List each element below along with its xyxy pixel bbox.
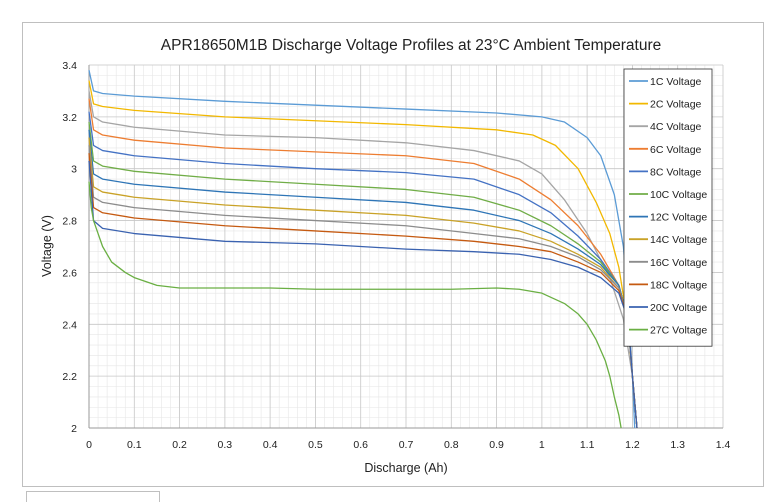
- y-tick-label: 3.2: [62, 112, 77, 124]
- x-axis-label: Discharge (Ah): [364, 461, 447, 475]
- legend-entry: 1C Voltage: [650, 76, 702, 88]
- y-tick-label: 3: [71, 164, 77, 176]
- y-axis-label: Voltage (V): [40, 215, 54, 277]
- series-line: [88, 80, 638, 429]
- x-tick-label: 0.1: [127, 439, 142, 451]
- y-tick-label: 2.6: [62, 267, 77, 279]
- x-tick-label: 1.1: [580, 439, 595, 451]
- legend-entry: 12C Voltage: [650, 212, 707, 224]
- grid-lines: [88, 64, 724, 429]
- series-lines: [88, 70, 638, 429]
- legend: 1C Voltage 2C Voltage 4C Voltage 6C Voltage…: [623, 68, 713, 347]
- x-tick-label: 1.4: [716, 439, 731, 451]
- y-tick-label: 3.4: [62, 60, 77, 72]
- y-tick-label: 2.4: [62, 319, 77, 331]
- x-tick-label: 1.2: [625, 439, 640, 451]
- legend-entry: 20C Voltage: [650, 302, 707, 314]
- legend-entry: 16C Voltage: [650, 257, 707, 269]
- x-tick-label: 1.3: [670, 439, 685, 451]
- x-tick-label: 0.3: [218, 439, 233, 451]
- y-tick-label: 2.2: [62, 371, 77, 383]
- chart-title: APR18650M1B Discharge Voltage Profiles a…: [161, 37, 661, 54]
- y-tick-label: 2: [71, 423, 77, 435]
- x-tick-label: 0.4: [263, 439, 278, 451]
- legend-entry: 27C Voltage: [650, 325, 707, 337]
- legend-entry: 2C Voltage: [650, 99, 702, 111]
- x-tick-label: 0.6: [353, 439, 368, 451]
- x-tick-label: 0: [86, 439, 92, 451]
- series-line: [88, 111, 638, 429]
- frame-edge-stub: [26, 491, 160, 502]
- y-tick-labels: 2 2.2 2.4 2.6 2.8 3 3.2 3.4: [62, 60, 77, 435]
- x-tick-label: 0.8: [444, 439, 459, 451]
- x-tick-label: 0.7: [399, 439, 414, 451]
- series-line: [88, 90, 638, 429]
- legend-entry: 8C Voltage: [650, 166, 702, 178]
- y-tick-label: 2.8: [62, 216, 77, 228]
- series-line: [88, 160, 638, 429]
- legend-entry: 10C Voltage: [650, 189, 707, 201]
- series-line: [88, 121, 638, 429]
- x-tick-label: 0.9: [489, 439, 504, 451]
- legend-entry: 6C Voltage: [650, 144, 702, 156]
- x-tick-label: 1: [539, 439, 545, 451]
- legend-entry: 14C Voltage: [650, 234, 707, 246]
- series-line: [88, 70, 636, 429]
- x-tick-label: 0.5: [308, 439, 323, 451]
- x-tick-label: 0.2: [172, 439, 187, 451]
- legend-entry: 18C Voltage: [650, 279, 707, 291]
- x-tick-labels: 0 0.1 0.2 0.3 0.4 0.5 0.6 0.7 0.8 0.9 1 1.1 1.2 1.3 1.…: [86, 439, 730, 451]
- series-line: [88, 181, 622, 429]
- legend-box: [623, 68, 713, 347]
- legend-entry: 4C Voltage: [650, 121, 702, 133]
